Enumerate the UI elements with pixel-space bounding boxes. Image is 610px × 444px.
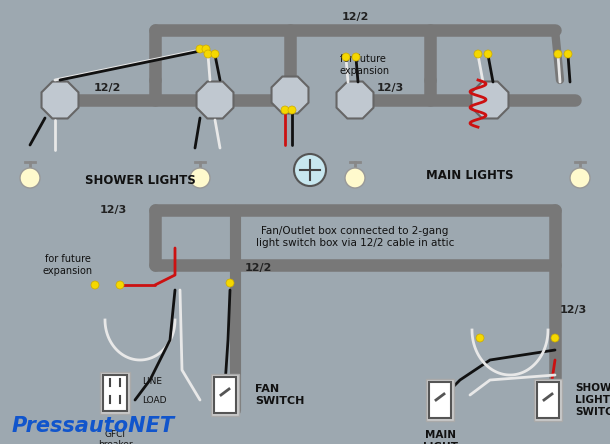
Circle shape (294, 154, 326, 186)
Text: PressautoNET: PressautoNET (12, 416, 175, 436)
FancyBboxPatch shape (211, 374, 239, 416)
Text: SHOWER LIGHTS: SHOWER LIGHTS (85, 174, 195, 186)
FancyBboxPatch shape (103, 375, 127, 411)
Text: 12/2: 12/2 (342, 12, 368, 22)
Circle shape (211, 50, 219, 58)
Circle shape (202, 45, 210, 53)
Text: 12/3: 12/3 (100, 205, 127, 215)
Text: GFCI
breaker
+ outlet: GFCI breaker + outlet (96, 430, 134, 444)
Circle shape (288, 106, 296, 114)
Text: 12/2: 12/2 (93, 83, 121, 93)
Text: MAIN LIGHTS: MAIN LIGHTS (426, 169, 514, 182)
Text: 12/3: 12/3 (376, 83, 404, 93)
Polygon shape (337, 82, 373, 119)
FancyBboxPatch shape (537, 382, 559, 418)
Polygon shape (271, 76, 309, 114)
Circle shape (551, 334, 559, 342)
Text: FAN
SWITCH: FAN SWITCH (255, 384, 304, 406)
Circle shape (226, 279, 234, 287)
Polygon shape (196, 82, 234, 119)
Polygon shape (472, 82, 509, 119)
Circle shape (342, 53, 350, 61)
Circle shape (190, 168, 210, 188)
FancyBboxPatch shape (534, 379, 562, 421)
Text: LOAD: LOAD (142, 396, 167, 404)
Circle shape (484, 50, 492, 58)
Circle shape (116, 281, 124, 289)
Text: SHOWER
LIGHT
SWITCH: SHOWER LIGHT SWITCH (575, 384, 610, 416)
Circle shape (196, 45, 204, 53)
Text: MAIN
LIGHT
SWITCH: MAIN LIGHT SWITCH (417, 430, 463, 444)
Text: 12/3: 12/3 (560, 305, 587, 315)
Text: 12/2: 12/2 (245, 263, 273, 273)
Polygon shape (41, 82, 79, 119)
Text: Fan/Outlet box connected to 2-gang
light switch box via 12/2 cable in attic: Fan/Outlet box connected to 2-gang light… (256, 226, 454, 248)
Text: LINE: LINE (142, 377, 162, 385)
Circle shape (564, 50, 572, 58)
FancyBboxPatch shape (100, 372, 130, 414)
Text: for future
expansion: for future expansion (43, 254, 93, 276)
Circle shape (352, 53, 360, 61)
Circle shape (570, 168, 590, 188)
Circle shape (476, 334, 484, 342)
Circle shape (474, 50, 482, 58)
Circle shape (91, 281, 99, 289)
Circle shape (554, 50, 562, 58)
FancyBboxPatch shape (426, 379, 454, 421)
Text: for future
expansion: for future expansion (340, 54, 390, 76)
Circle shape (204, 50, 212, 58)
FancyBboxPatch shape (429, 382, 451, 418)
Circle shape (345, 168, 365, 188)
FancyBboxPatch shape (214, 377, 236, 413)
Circle shape (20, 168, 40, 188)
Circle shape (281, 106, 289, 114)
